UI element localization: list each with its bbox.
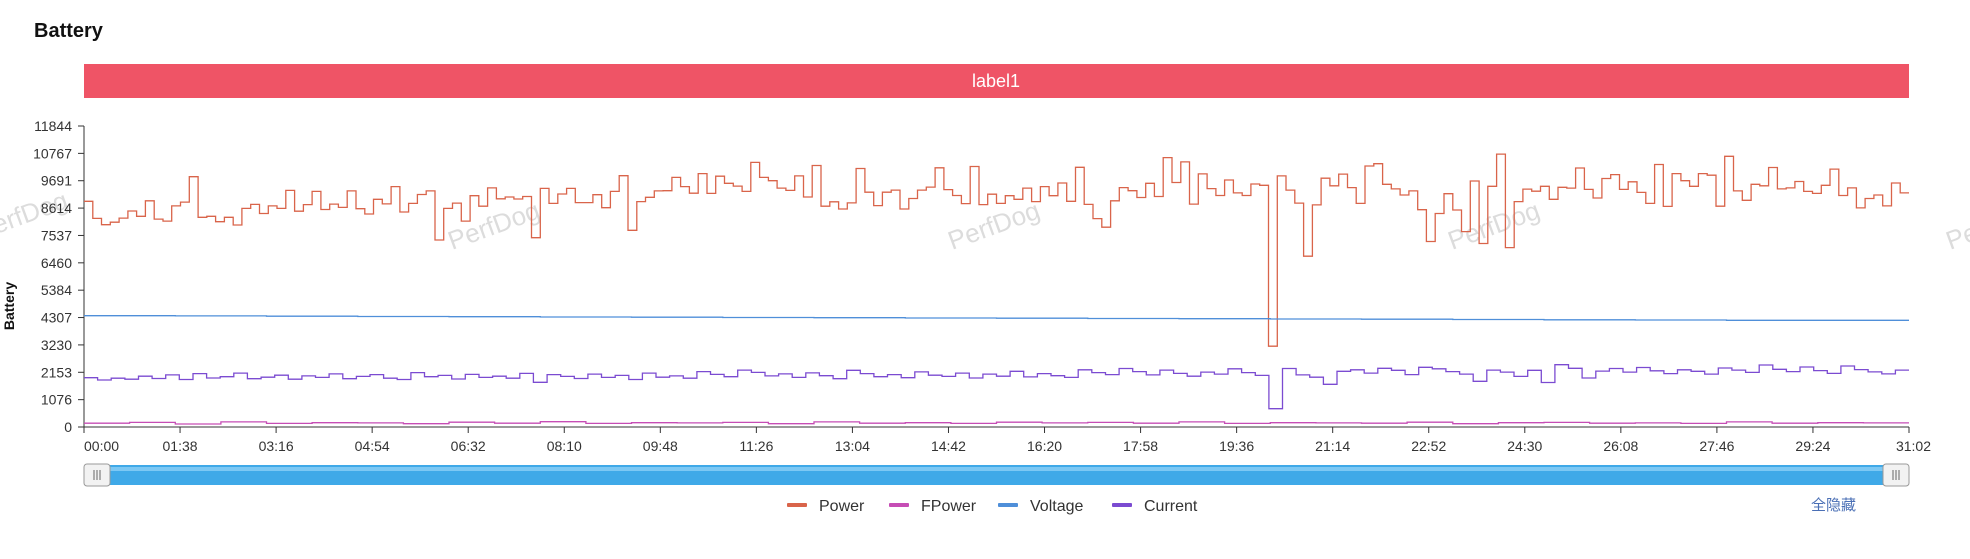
y-tick-label: 7537	[41, 227, 72, 243]
legend-label: FPower	[921, 498, 977, 515]
legend-item-current[interactable]: Current	[1112, 498, 1198, 515]
series-line-voltage	[84, 315, 1909, 321]
hide-all-button[interactable]: 全隐藏	[1811, 496, 1856, 514]
zoom-handle-right[interactable]	[1882, 463, 1910, 487]
x-axis: 00:00 01:38 03:16 04:54 06:32 08:10 09:48 11:26…	[83, 427, 1931, 454]
legend-item-power[interactable]: Power	[787, 498, 865, 515]
watermark-text: PerfDog	[444, 195, 544, 256]
y-tick-label: 11844	[34, 118, 72, 134]
x-tick-label: 26:08	[1603, 438, 1638, 454]
y-tick-label: 10767	[33, 145, 72, 161]
x-tick-label: 04:54	[355, 438, 390, 454]
legend-swatch	[998, 503, 1018, 507]
x-tick-label: 19:36	[1219, 438, 1254, 454]
x-tick-label: 24:30	[1507, 438, 1542, 454]
y-tick-label: 8614	[41, 200, 72, 216]
series-layer	[84, 153, 1909, 425]
legend-swatch	[1112, 503, 1132, 507]
x-tick-label: 00:00	[84, 438, 119, 454]
y-tick-label: 2153	[41, 364, 72, 380]
y-tick-label: 0	[64, 419, 72, 435]
x-tick-label: 22:52	[1411, 438, 1446, 454]
x-tick-label: 09:48	[643, 438, 678, 454]
watermark-text: PerfDog	[1942, 195, 1970, 256]
x-tick-label: 06:32	[451, 438, 486, 454]
legend-swatch	[889, 503, 909, 507]
x-tick-label: 08:10	[547, 438, 582, 454]
zoom-slider-highlight	[93, 467, 1900, 471]
x-tick-label: 29:24	[1795, 438, 1830, 454]
x-tick-label: 27:46	[1699, 438, 1734, 454]
y-tick-label: 6460	[41, 255, 72, 271]
series-line-current	[84, 364, 1909, 410]
y-tick-label: 5384	[41, 282, 72, 298]
y-tick-label: 9691	[41, 173, 72, 189]
y-tick-label: 1076	[41, 392, 72, 408]
x-tick-label: 17:58	[1123, 438, 1158, 454]
x-tick-label: 21:14	[1315, 438, 1350, 454]
x-tick-label: 01:38	[163, 438, 198, 454]
y-tick-label: 4307	[41, 310, 72, 326]
y-tick-label: 3230	[41, 337, 72, 353]
label-band	[84, 64, 1909, 98]
legend-label: Voltage	[1030, 498, 1083, 515]
x-tick-label: 11:26	[739, 438, 773, 454]
x-tick-label: 16:20	[1027, 438, 1062, 454]
watermark-layer: PerfDog PerfDog PerfDog PerfDog PerfDog	[0, 185, 1970, 256]
label-band-text: label1	[972, 71, 1020, 91]
legend-label: Power	[819, 498, 865, 515]
x-tick-label: 31:02	[1896, 438, 1931, 454]
watermark-text: PerfDog	[1444, 195, 1544, 256]
x-tick-label: 14:42	[931, 438, 966, 454]
watermark-text: PerfDog	[944, 195, 1044, 256]
legend-swatch	[787, 503, 807, 507]
x-tick-label: 03:16	[259, 438, 294, 454]
y-axis-title: Battery	[1, 282, 17, 330]
legend: Power FPower Voltage Current	[787, 498, 1198, 515]
page-title: Battery	[34, 20, 103, 42]
x-tick-label: 13:04	[835, 438, 870, 454]
legend-item-voltage[interactable]: Voltage	[998, 498, 1083, 515]
legend-item-fpower[interactable]: FPower	[889, 498, 977, 515]
series-line-power	[84, 153, 1909, 347]
series-line-fpower	[84, 421, 1909, 425]
legend-label: Current	[1144, 498, 1198, 515]
zoom-handle-left[interactable]	[83, 463, 111, 487]
y-axis: 0 1076 2153 3230 4307 5384 6460 7537 8614 9691 107…	[33, 118, 84, 435]
zoom-slider[interactable]	[83, 463, 1910, 487]
